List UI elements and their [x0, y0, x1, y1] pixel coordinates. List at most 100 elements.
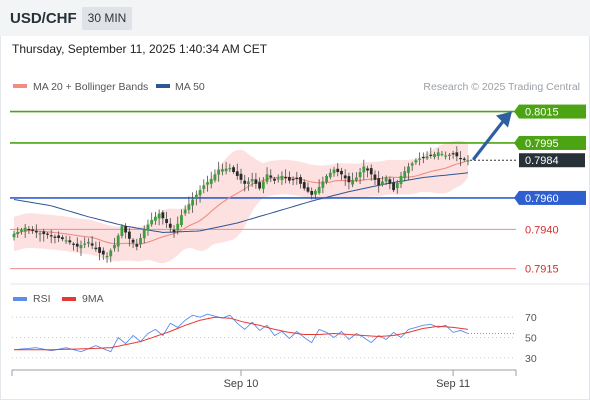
candle-body	[369, 168, 373, 175]
candle-body	[250, 179, 254, 182]
forecast-arrow-head	[496, 111, 512, 128]
candle-body	[187, 204, 191, 210]
x-axis: Sep 10 Sep 11	[11, 369, 517, 390]
rsi-grid: 30 50 70	[12, 312, 537, 365]
candle-body	[459, 157, 462, 160]
candle-body	[317, 186, 321, 194]
ma20-legend-swatch	[13, 84, 27, 88]
candle-body	[347, 176, 351, 183]
research-credit: Research © 2025 Trading Central	[423, 81, 580, 93]
bollinger-bands	[14, 140, 468, 264]
candle-body	[381, 181, 384, 185]
candle-body	[53, 236, 57, 238]
x-axis-tick-label: Sep 10	[224, 378, 259, 390]
candle-body	[113, 245, 116, 249]
last-price-value: 0.7984	[525, 155, 559, 167]
resistance-level-tag	[519, 104, 586, 119]
candle-body	[42, 231, 46, 235]
candle-body	[258, 182, 262, 189]
pivot-level-tag	[519, 190, 586, 205]
candle-body	[358, 172, 362, 178]
candle-body	[455, 152, 459, 157]
candle-body	[105, 256, 109, 258]
candle-body	[403, 171, 407, 179]
candle-body	[343, 175, 347, 179]
resistance-level-value: 0.7995	[525, 138, 559, 150]
forecast-arrow	[472, 111, 512, 161]
timeframe-button[interactable]: 30 MIN	[82, 7, 132, 30]
candle-body	[209, 179, 213, 184]
candle-body	[407, 166, 410, 173]
candle-body	[373, 174, 377, 180]
timestamp: Thursday, September 11, 2025 1:40:34 AM …	[12, 42, 268, 56]
ma50-legend-label: MA 50	[175, 81, 205, 93]
candle-body	[384, 177, 388, 182]
candle-body	[75, 243, 79, 247]
candle-body	[220, 169, 224, 172]
pivot-tag-pointer	[514, 190, 519, 205]
candle-body	[388, 179, 392, 184]
candle-body	[377, 178, 381, 186]
candle-body	[444, 155, 448, 157]
candle-body	[139, 237, 142, 245]
candle-body	[23, 227, 27, 232]
candle-body	[261, 181, 265, 189]
candle-body	[306, 187, 310, 192]
rsi-tick-label: 70	[525, 312, 537, 324]
chart-header: USD/CHF 30 MIN	[0, 0, 590, 36]
candle-body	[109, 250, 113, 257]
symbol-label: USD/CHF	[10, 10, 77, 27]
price-levels	[10, 110, 516, 270]
rsi-legend-label: RSI	[33, 293, 51, 305]
candle-body	[451, 153, 455, 155]
rsi-tick-label: 30	[525, 353, 537, 365]
candle-body	[150, 219, 154, 225]
candle-body	[302, 182, 306, 189]
candle-body	[57, 235, 61, 238]
candle-body	[328, 172, 332, 178]
support-level-value: 0.7915	[525, 264, 559, 276]
level-tags: 0.8015 0.7995 0.7984 0.7960 0.7940 0.7915	[514, 104, 586, 276]
candle-body	[265, 174, 269, 182]
candle-body	[68, 240, 72, 243]
candle-body	[239, 173, 243, 180]
candle-body	[20, 229, 23, 232]
candle-body	[362, 166, 366, 173]
candle-body	[176, 223, 180, 231]
price-legend: MA 20 + Bollinger Bands MA 50 Research ©…	[13, 81, 580, 93]
candle-body	[228, 168, 232, 170]
candle-body	[421, 156, 425, 159]
candle-body	[101, 250, 105, 255]
candle-body	[31, 229, 35, 231]
candle-body	[295, 177, 299, 180]
candle-body	[447, 154, 451, 156]
candle-body	[243, 180, 247, 184]
resistance-tag-pointer	[514, 135, 519, 150]
candle-body	[183, 209, 187, 214]
candle-body	[224, 168, 228, 172]
candle-body	[142, 229, 146, 239]
candle-body	[213, 174, 217, 181]
candle-body	[180, 215, 183, 226]
ma50-legend-swatch	[156, 84, 170, 88]
rsi-legend: RSI 9MA	[13, 293, 104, 305]
ma9-path	[14, 316, 469, 351]
candle-body	[291, 178, 295, 181]
candle-body	[46, 233, 49, 235]
rsi-path	[13, 313, 469, 353]
candle-body	[280, 175, 284, 181]
candle-body	[191, 199, 195, 206]
candle-body	[72, 243, 75, 245]
candle-body	[172, 229, 176, 233]
candle-body	[98, 247, 101, 253]
candle-body	[351, 179, 355, 185]
candle-body	[433, 153, 436, 158]
candle-body	[135, 244, 139, 247]
candle-body	[34, 230, 38, 233]
ma9-legend-swatch	[62, 297, 76, 301]
candle-body	[165, 219, 168, 224]
candle-body	[299, 177, 302, 184]
ma20-path	[13, 159, 469, 245]
resistance-tag-pointer	[514, 104, 519, 119]
resistance-level-tag	[519, 135, 586, 150]
